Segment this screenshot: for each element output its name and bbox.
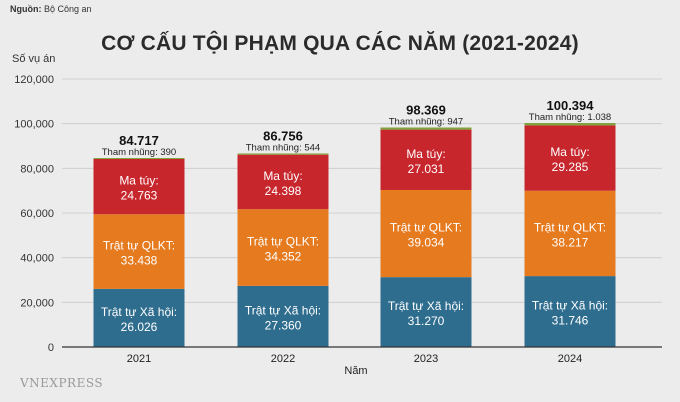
segment-name-label: Trật tự QLKT: <box>390 221 462 235</box>
bar-segment-xa-hoi <box>524 276 616 347</box>
segment-name-label: Trật tự Xã hội: <box>101 305 177 319</box>
segment-name-label: Trật tự Xã hội: <box>245 303 321 317</box>
bar-segment-xa-hoi <box>380 277 472 347</box>
segment-value-label: 34.352 <box>265 250 302 264</box>
y-tick-label: 40,000 <box>20 253 54 265</box>
x-tick-label: 2022 <box>271 353 295 365</box>
bar-segment-qlkt <box>237 209 329 286</box>
bar-segment-tham-nhung <box>380 127 472 130</box>
segment-value-label: 29.285 <box>552 160 589 174</box>
bar-segment-qlkt <box>524 190 616 277</box>
bar-segment-ma-tuy <box>524 125 616 191</box>
source-note: Nguồn: Bộ Công an <box>10 4 92 14</box>
bar-segment-tham-nhung <box>237 153 329 155</box>
vnexpress-logo: VNEXPRESS <box>20 376 104 390</box>
segment-value-label: 33.438 <box>121 254 158 268</box>
y-tick-label: 60,000 <box>20 208 54 220</box>
tham-nhung-label: Tham nhũng: 947 <box>389 117 463 128</box>
bar-segment-qlkt <box>380 189 472 278</box>
x-tick-label: 2021 <box>127 353 151 365</box>
segment-value-label: 27.360 <box>265 318 302 332</box>
bar-segment-ma-tuy <box>237 154 329 210</box>
total-label: 100.394 <box>547 98 595 113</box>
segment-name-label: Trật tự QLKT: <box>103 239 175 253</box>
chart-title: CƠ CẤU TỘI PHẠM QUA CÁC NĂM (2021-2024) <box>101 32 579 55</box>
tham-nhung-label: Tham nhũng: 1.038 <box>529 112 611 123</box>
x-axis-label: Năm <box>344 365 367 377</box>
segment-name-label: Trật tự QLKT: <box>534 220 606 234</box>
tham-nhung-label: Tham nhũng: 390 <box>102 147 176 158</box>
y-tick-label: 80,000 <box>20 163 54 175</box>
segment-name-label: Ma túy: <box>119 174 158 188</box>
segment-value-label: 38.217 <box>552 235 589 249</box>
segment-name-label: Trật tự Xã hội: <box>532 299 608 313</box>
bar-segment-tham-nhung <box>524 123 616 126</box>
source-label: Nguồn: <box>10 4 42 14</box>
segment-name-label: Ma túy: <box>406 147 445 161</box>
segment-value-label: 24.398 <box>265 184 302 198</box>
segment-name-label: Ma túy: <box>550 145 589 159</box>
x-tick-label: 2023 <box>414 353 438 365</box>
bar-segment-qlkt <box>93 214 185 289</box>
y-tick-label: 20,000 <box>20 297 54 309</box>
bar-segment-ma-tuy <box>93 158 185 215</box>
y-tick-label: 120,000 <box>14 74 54 86</box>
bar-segment-tham-nhung <box>93 158 185 160</box>
bar-segment-xa-hoi <box>93 288 185 347</box>
source-value: Bộ Công an <box>44 4 92 14</box>
segment-value-label: 24.763 <box>121 189 158 203</box>
total-label: 86.756 <box>263 128 303 143</box>
y-tick-label: 0 <box>48 342 54 354</box>
total-label: 98.369 <box>406 103 446 118</box>
segment-name-label: Trật tự Xã hội: <box>388 299 464 313</box>
segment-value-label: 31.746 <box>552 314 589 328</box>
y-axis-label: Số vụ án <box>12 53 55 65</box>
bar-segment-ma-tuy <box>380 129 472 190</box>
tham-nhung-label: Tham nhũng: 544 <box>246 142 320 153</box>
segment-name-label: Ma túy: <box>263 169 302 183</box>
segment-name-label: Trật tự QLKT: <box>247 235 319 249</box>
segment-value-label: 27.031 <box>408 162 445 176</box>
bar-segment-xa-hoi <box>237 285 329 347</box>
segment-value-label: 31.270 <box>408 314 445 328</box>
x-tick-label: 2024 <box>558 353 582 365</box>
y-tick-label: 100,000 <box>14 119 54 131</box>
segment-value-label: 39.034 <box>408 236 445 250</box>
total-label: 84.717 <box>119 133 159 148</box>
segment-value-label: 26.026 <box>121 320 158 334</box>
